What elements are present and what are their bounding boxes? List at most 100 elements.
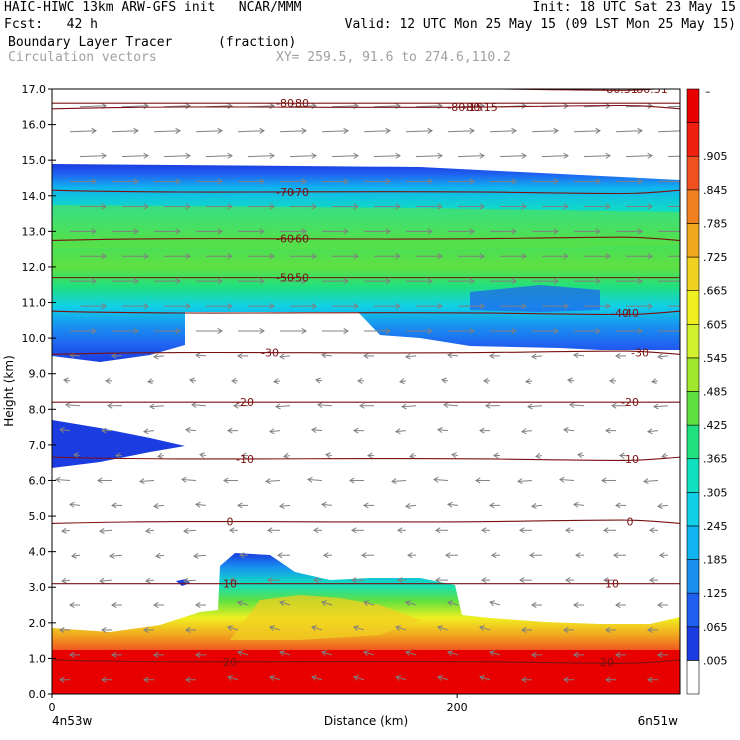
circulation-vector-head xyxy=(615,602,621,609)
circulation-vector-head xyxy=(101,152,107,159)
circulation-vector-head xyxy=(343,178,349,185)
circulation-vector-head xyxy=(343,278,349,285)
circulation-vector-head xyxy=(199,452,205,459)
contour-label: 10 xyxy=(605,578,619,591)
circulation-vector-head xyxy=(527,403,533,410)
circulation-vector-head xyxy=(489,600,495,607)
circulation-vector-head xyxy=(99,577,105,584)
circulation-vector-head xyxy=(59,626,65,633)
circulation-vector xyxy=(181,478,197,481)
circulation-vector-head xyxy=(647,253,653,260)
circulation-vector-head xyxy=(441,377,447,384)
circulation-vector-head xyxy=(63,377,69,384)
colorbar-swatch xyxy=(686,458,700,493)
circulation-vector-head xyxy=(353,253,359,260)
circulation-vector-head xyxy=(233,402,239,409)
circulation-vector xyxy=(331,105,359,108)
circulation-vector xyxy=(237,130,265,133)
circulation-vector xyxy=(111,130,139,133)
circulation-vector-head xyxy=(69,602,75,609)
circulation-vector-head xyxy=(61,577,67,584)
circulation-vector xyxy=(183,529,197,532)
circulation-vector-head xyxy=(531,602,537,609)
circulation-vector-head xyxy=(315,377,321,384)
circulation-vector xyxy=(193,554,207,557)
circulation-vector-head xyxy=(535,452,541,459)
y-tick-label: 7.0 xyxy=(29,439,47,452)
colorbar-swatch xyxy=(686,155,700,191)
circulation-vector xyxy=(405,130,433,133)
circulation-vector xyxy=(373,105,401,108)
circulation-vector xyxy=(275,405,291,408)
circulation-vector-head xyxy=(511,228,517,235)
colorbar-label: .785 xyxy=(703,217,728,230)
circulation-vector xyxy=(447,601,459,606)
colorbar-swatch xyxy=(686,122,700,157)
circulation-vector xyxy=(99,579,113,582)
circulation-vector xyxy=(227,626,239,631)
contour-label: 10 xyxy=(223,578,237,591)
circulation-vector-head xyxy=(603,577,609,584)
circulation-vector xyxy=(163,105,191,108)
circulation-vector xyxy=(199,454,207,457)
circulation-vector-head xyxy=(563,626,569,633)
y-tick-label: 1.0 xyxy=(29,652,47,665)
colorbar-swatch xyxy=(686,660,700,695)
y-tick-label: 0.0 xyxy=(29,688,47,701)
colorbar-swatch xyxy=(686,323,700,359)
y-tick-label: 4.0 xyxy=(29,546,47,559)
circulation-vector-head xyxy=(647,152,653,159)
circulation-vector-head xyxy=(61,527,67,534)
circulation-vector-head xyxy=(601,477,607,484)
circulation-vector xyxy=(109,554,123,557)
circulation-vector xyxy=(55,478,71,481)
circulation-vector-head xyxy=(101,427,107,434)
circulation-vector-head xyxy=(647,626,653,633)
circulation-vector-head xyxy=(649,527,655,534)
circulation-vector xyxy=(437,676,449,681)
circulation-vector-head xyxy=(343,127,349,134)
circulation-vector-head xyxy=(115,452,121,459)
circulation-vector-head xyxy=(385,228,391,235)
circulation-vector-head xyxy=(185,626,191,633)
circulation-vector-head xyxy=(395,303,401,310)
circulation-vector-head xyxy=(227,253,233,260)
colorbar-swatch xyxy=(686,189,700,224)
x-tick-label: 200 xyxy=(447,701,468,714)
circulation-vector-head xyxy=(101,203,107,210)
contour-label: -80.15 xyxy=(447,101,482,114)
circulation-vector-head xyxy=(451,452,457,459)
circulation-vector-head xyxy=(395,675,401,681)
circulation-vector-head xyxy=(273,378,279,385)
circulation-vector-head xyxy=(511,327,517,335)
circulation-vector-head xyxy=(237,502,243,509)
circulation-vector xyxy=(531,130,559,133)
circulation-vector xyxy=(443,404,459,407)
circulation-vector-head xyxy=(565,577,571,584)
cross-section-coords: XY= 259.5, 91.6 to 274.6,110.2 xyxy=(276,50,511,65)
circulation-vector xyxy=(409,455,417,458)
circulation-vector-head xyxy=(259,178,265,185)
circulation-vector-head xyxy=(283,452,289,459)
circulation-vector-head xyxy=(363,650,369,656)
circulation-vector-head xyxy=(91,278,97,285)
circulation-vector-head xyxy=(153,353,159,360)
circulation-vector-head xyxy=(521,152,527,159)
circulation-vector-head xyxy=(479,203,485,210)
circulation-vector-head xyxy=(525,378,531,385)
circulation-vector xyxy=(535,455,543,458)
circulation-vector-head xyxy=(217,278,223,285)
circulation-vector xyxy=(541,155,569,158)
colorbar-label: .605 xyxy=(703,318,728,331)
circulation-vector-head xyxy=(279,502,285,509)
circulation-vector-head xyxy=(101,626,107,633)
colorbar-swatch xyxy=(686,525,700,560)
circulation-vector-head xyxy=(479,427,485,434)
circulation-vector-head xyxy=(611,402,617,409)
circulation-vector-head xyxy=(615,352,621,359)
circulation-vector-head xyxy=(323,552,329,559)
circulation-vector xyxy=(399,380,407,383)
field-units: (fraction) xyxy=(218,35,297,50)
circulation-vector-head xyxy=(147,378,153,385)
colorbar-swatch xyxy=(686,256,700,291)
